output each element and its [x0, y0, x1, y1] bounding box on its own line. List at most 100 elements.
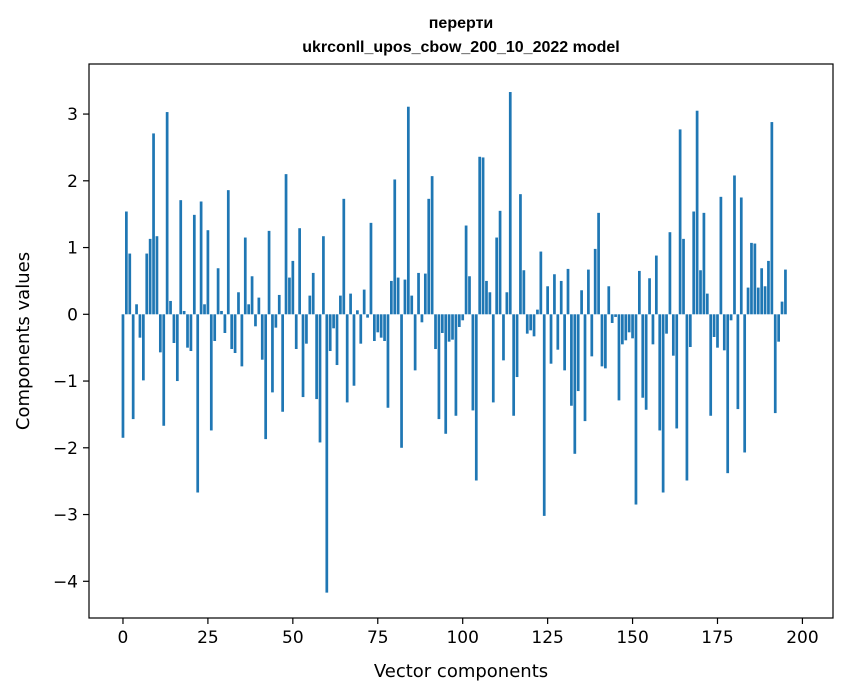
- bar-33: [233, 314, 237, 354]
- bar-8: [148, 238, 152, 315]
- bar-138: [590, 314, 594, 357]
- bar-110: [495, 237, 499, 315]
- bar-12: [162, 314, 166, 426]
- bar-74: [373, 314, 376, 341]
- bar-126: [549, 314, 553, 364]
- bar-174: [712, 314, 716, 337]
- bar-154: [644, 314, 648, 410]
- y-tick-label: 2: [67, 172, 78, 192]
- bar-61: [328, 314, 332, 352]
- bar-85: [410, 295, 414, 315]
- bar-184: [746, 287, 750, 315]
- bar-140: [597, 212, 600, 315]
- y-tick-label: −4: [53, 572, 78, 592]
- bar-124: [542, 314, 546, 516]
- bar-192: [773, 314, 777, 414]
- bar-59: [322, 236, 325, 315]
- bar-172: [705, 293, 709, 315]
- bar-88: [420, 314, 424, 323]
- x-tick-label: 75: [367, 628, 389, 648]
- bar-0: [121, 314, 125, 438]
- bar-17: [179, 200, 183, 315]
- bar-72: [366, 314, 369, 318]
- bar-91: [430, 176, 434, 315]
- bar-142: [604, 314, 607, 369]
- bar-25: [206, 230, 210, 315]
- bar-181: [736, 314, 740, 410]
- bar-32: [230, 314, 234, 350]
- bar-104: [474, 314, 478, 481]
- bar-190: [767, 260, 770, 315]
- bar-114: [508, 92, 512, 315]
- bar-166: [685, 314, 689, 481]
- bar-40: [257, 297, 261, 315]
- bar-118: [522, 270, 526, 315]
- bar-177: [722, 314, 726, 351]
- bar-105: [478, 156, 482, 315]
- bar-147: [621, 314, 624, 345]
- y-axis-ticks: −4 −3 −2 −1 0 1 2 3: [53, 105, 89, 592]
- bar-99: [457, 314, 461, 327]
- bar-191: [770, 122, 774, 315]
- bar-180: [733, 175, 736, 315]
- bar-122: [536, 309, 539, 315]
- bar-119: [525, 314, 529, 334]
- bar-100: [461, 314, 465, 321]
- bar-52: [298, 228, 301, 315]
- bar-170: [699, 270, 702, 315]
- bar-185: [750, 242, 753, 315]
- bar-162: [671, 314, 675, 356]
- bar-66: [345, 314, 349, 403]
- x-tick-label: 50: [282, 628, 304, 648]
- bar-26: [209, 314, 213, 431]
- bar-53: [301, 314, 305, 398]
- bar-70: [359, 314, 363, 344]
- bar-60: [325, 314, 329, 593]
- bar-67: [349, 293, 352, 315]
- bar-15: [172, 314, 176, 343]
- bar-75: [376, 314, 380, 333]
- bar-62: [332, 314, 335, 329]
- bar-148: [624, 314, 628, 341]
- bar-141: [600, 314, 604, 367]
- bar-35: [240, 314, 244, 367]
- bar-108: [488, 292, 492, 315]
- bars-group: [121, 92, 787, 593]
- bar-19: [186, 314, 189, 348]
- y-axis-label: Components values: [13, 252, 34, 430]
- bar-109: [491, 314, 495, 403]
- bar-79: [390, 280, 393, 315]
- bar-64: [339, 295, 342, 315]
- bar-168: [692, 211, 696, 315]
- bar-121: [532, 314, 536, 337]
- bar-103: [471, 314, 475, 411]
- bar-87: [417, 272, 420, 315]
- plot-frame: [88, 63, 834, 619]
- bar-171: [702, 212, 706, 315]
- bar-134: [576, 314, 580, 392]
- bar-137: [587, 269, 590, 315]
- bar-157: [654, 255, 658, 315]
- chart-title: перерти: [429, 15, 493, 32]
- bar-111: [498, 210, 502, 315]
- bar-125: [546, 286, 549, 315]
- x-tick-label: 125: [531, 628, 563, 648]
- bar-132: [570, 314, 573, 406]
- bar-117: [519, 194, 522, 315]
- bar-58: [318, 314, 322, 443]
- bar-41: [260, 314, 264, 360]
- bar-152: [638, 270, 641, 315]
- x-axis-ticks: 0 25 50 75 100 125 150 175 200: [118, 618, 819, 648]
- bar-169: [695, 110, 699, 315]
- bar-96: [447, 314, 451, 342]
- bar-161: [668, 232, 672, 315]
- bar-71: [362, 289, 366, 315]
- bar-98: [454, 314, 458, 416]
- bar-45: [274, 314, 278, 328]
- bar-188: [760, 268, 764, 315]
- x-tick-label: 200: [786, 628, 818, 648]
- bar-3: [131, 314, 135, 420]
- y-tick-label: −3: [53, 506, 78, 526]
- bar-112: [502, 314, 505, 361]
